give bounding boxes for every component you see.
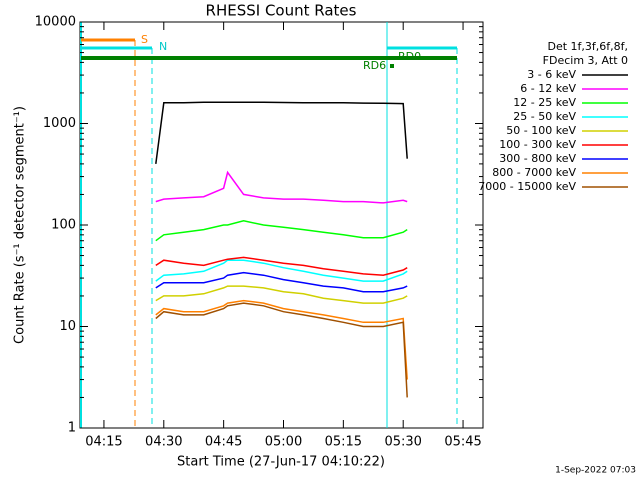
y-tick-label: 10 xyxy=(59,319,76,334)
legend-label: 6 - 12 keV xyxy=(520,82,576,95)
footer: 1-Sep-2022 07:03 xyxy=(555,466,636,476)
y-tick-label: 1000 xyxy=(43,116,76,131)
series-line xyxy=(155,256,408,276)
annotation: S xyxy=(141,33,148,46)
series-line xyxy=(155,259,408,282)
annotation: N xyxy=(159,40,167,53)
x-tick-label: 05:45 xyxy=(444,435,481,450)
series-line xyxy=(155,285,408,304)
x-tick-label: 05:30 xyxy=(384,435,421,450)
x-axis-label: Start Time (27-Jun-17 04:10:22) xyxy=(177,455,385,470)
legend-label: 800 - 7000 keV xyxy=(492,166,576,179)
x-tick-label: 04:15 xyxy=(85,435,122,450)
legend-header: Det 1f,3f,6f,8f, xyxy=(547,40,628,53)
x-tick-label: 05:00 xyxy=(265,435,302,450)
annotation: RD6 xyxy=(363,59,386,72)
series-line xyxy=(155,271,408,293)
y-tick-label: 100 xyxy=(51,218,76,233)
legend-label: 300 - 800 keV xyxy=(499,152,576,165)
legend-header: FDecim 3, Att 0 xyxy=(543,54,628,67)
y-tick-label: 1 xyxy=(68,421,76,436)
plot-frame xyxy=(79,21,484,429)
series-line xyxy=(155,220,408,242)
y-axis-label: Count Rate (s⁻¹ detector segment⁻¹) xyxy=(13,106,28,344)
legend-label: 25 - 50 keV xyxy=(513,110,576,123)
chart-title: RHESSI Count Rates xyxy=(206,2,357,20)
legend-label: 12 - 25 keV xyxy=(513,96,576,109)
legend-label: 7000 - 15000 keV xyxy=(478,180,576,193)
legend-label: 3 - 6 keV xyxy=(527,68,576,81)
x-tick-label: 04:30 xyxy=(145,435,182,450)
series-line xyxy=(155,101,408,164)
flag-marker xyxy=(395,56,399,60)
annotation: RD0 xyxy=(398,50,421,63)
legend-label: 50 - 100 keV xyxy=(506,124,576,137)
series-line xyxy=(155,170,408,204)
x-tick-label: 05:15 xyxy=(325,435,362,450)
series-line xyxy=(155,302,408,398)
flag-marker xyxy=(390,64,394,68)
legend-label: 100 - 300 keV xyxy=(499,138,576,151)
series-line xyxy=(155,299,408,380)
x-tick-label: 04:45 xyxy=(205,435,242,450)
y-tick-label: 10000 xyxy=(35,15,76,30)
